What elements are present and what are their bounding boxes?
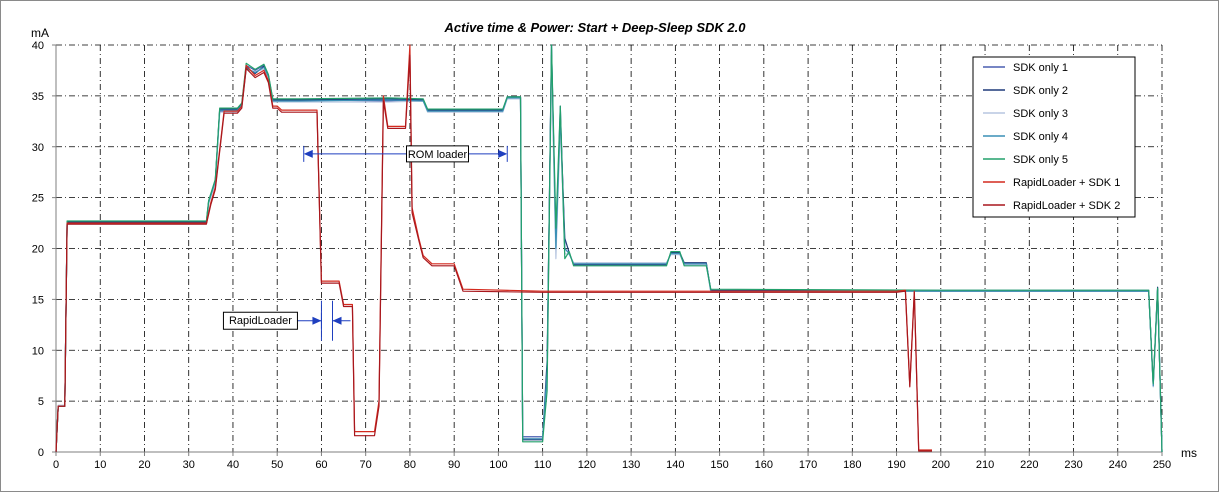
x-tick-label: 150 [710,459,728,471]
legend-label: SDK only 1 [1013,62,1068,74]
legend-label: SDK only 4 [1013,131,1068,143]
y-tick-label: 0 [38,447,44,459]
x-tick-label: 200 [932,459,950,471]
x-tick-label: 60 [315,459,327,471]
x-tick-label: 120 [578,459,596,471]
x-axis-label: ms [1181,446,1197,460]
series-line-5 [55,44,1163,453]
x-tick-label: 90 [448,459,460,471]
y-axis-label: mA [31,26,49,40]
legend-label: SDK only 5 [1013,154,1068,166]
annotation-1: ROM loader [303,145,508,163]
arrow-left-icon [303,149,313,158]
annotation-label: RapidLoader [229,315,292,327]
chart-title: Active time & Power: Start + Deep-Sleep … [444,20,747,35]
x-tick-label: 40 [227,459,239,471]
x-tick-label: 0 [53,459,59,471]
series-line-7 [55,54,932,453]
arrow-right-icon [498,149,508,158]
legend: SDK only 1 SDK only 2 SDK only 3 SDK only 4… [972,56,1136,218]
x-tick-label: 80 [404,459,416,471]
legend-label: SDK only 3 [1013,108,1068,120]
x-tick-label: 230 [1064,459,1082,471]
x-tick-label: 130 [622,459,640,471]
series-layer [55,44,1163,453]
y-tick-label: 35 [32,91,44,103]
annotation-2: RapidLoader [222,300,351,341]
y-tick-label: 10 [32,345,44,357]
x-tick-label: 50 [271,459,283,471]
arrow-right-icon [312,316,322,325]
y-tick-label: 40 [32,40,44,52]
y-tick-label: 20 [32,244,44,256]
x-tick-label: 10 [94,459,106,471]
annotation-layer: ROM loader RapidLoader [222,145,508,341]
x-tick-label: 220 [1020,459,1038,471]
x-tick-label: 240 [1109,459,1127,471]
legend-box [972,56,1136,218]
y-tick-label: 15 [32,294,44,306]
x-tick-label: 180 [843,459,861,471]
x-tick-label: 250 [1153,459,1171,471]
legend-label: RapidLoader + SDK 1 [1013,177,1120,189]
arrow-left-icon [332,316,342,325]
x-tick-label: 140 [666,459,684,471]
tick-labels: 0 10 20 30 40 50 60 70 80 90 100 110 120 130 140 150 160… [32,40,1171,471]
x-tick-label: 70 [360,459,372,471]
annotation-label: ROM loader [408,149,468,161]
x-tick-label: 30 [183,459,195,471]
y-tick-label: 25 [32,193,44,205]
legend-label: RapidLoader + SDK 2 [1013,200,1120,212]
x-tick-label: 100 [489,459,507,471]
x-tick-label: 170 [799,459,817,471]
x-tick-label: 210 [976,459,994,471]
annotation-label-box [405,145,469,163]
x-tick-label: 20 [138,459,150,471]
y-tick-label: 30 [32,142,44,154]
y-tick-label: 5 [38,396,44,408]
annotation-label-box [222,311,298,330]
x-tick-label: 110 [534,459,552,471]
x-tick-label: 190 [887,459,905,471]
legend-label: SDK only 2 [1013,85,1068,97]
x-tick-label: 160 [755,459,773,471]
